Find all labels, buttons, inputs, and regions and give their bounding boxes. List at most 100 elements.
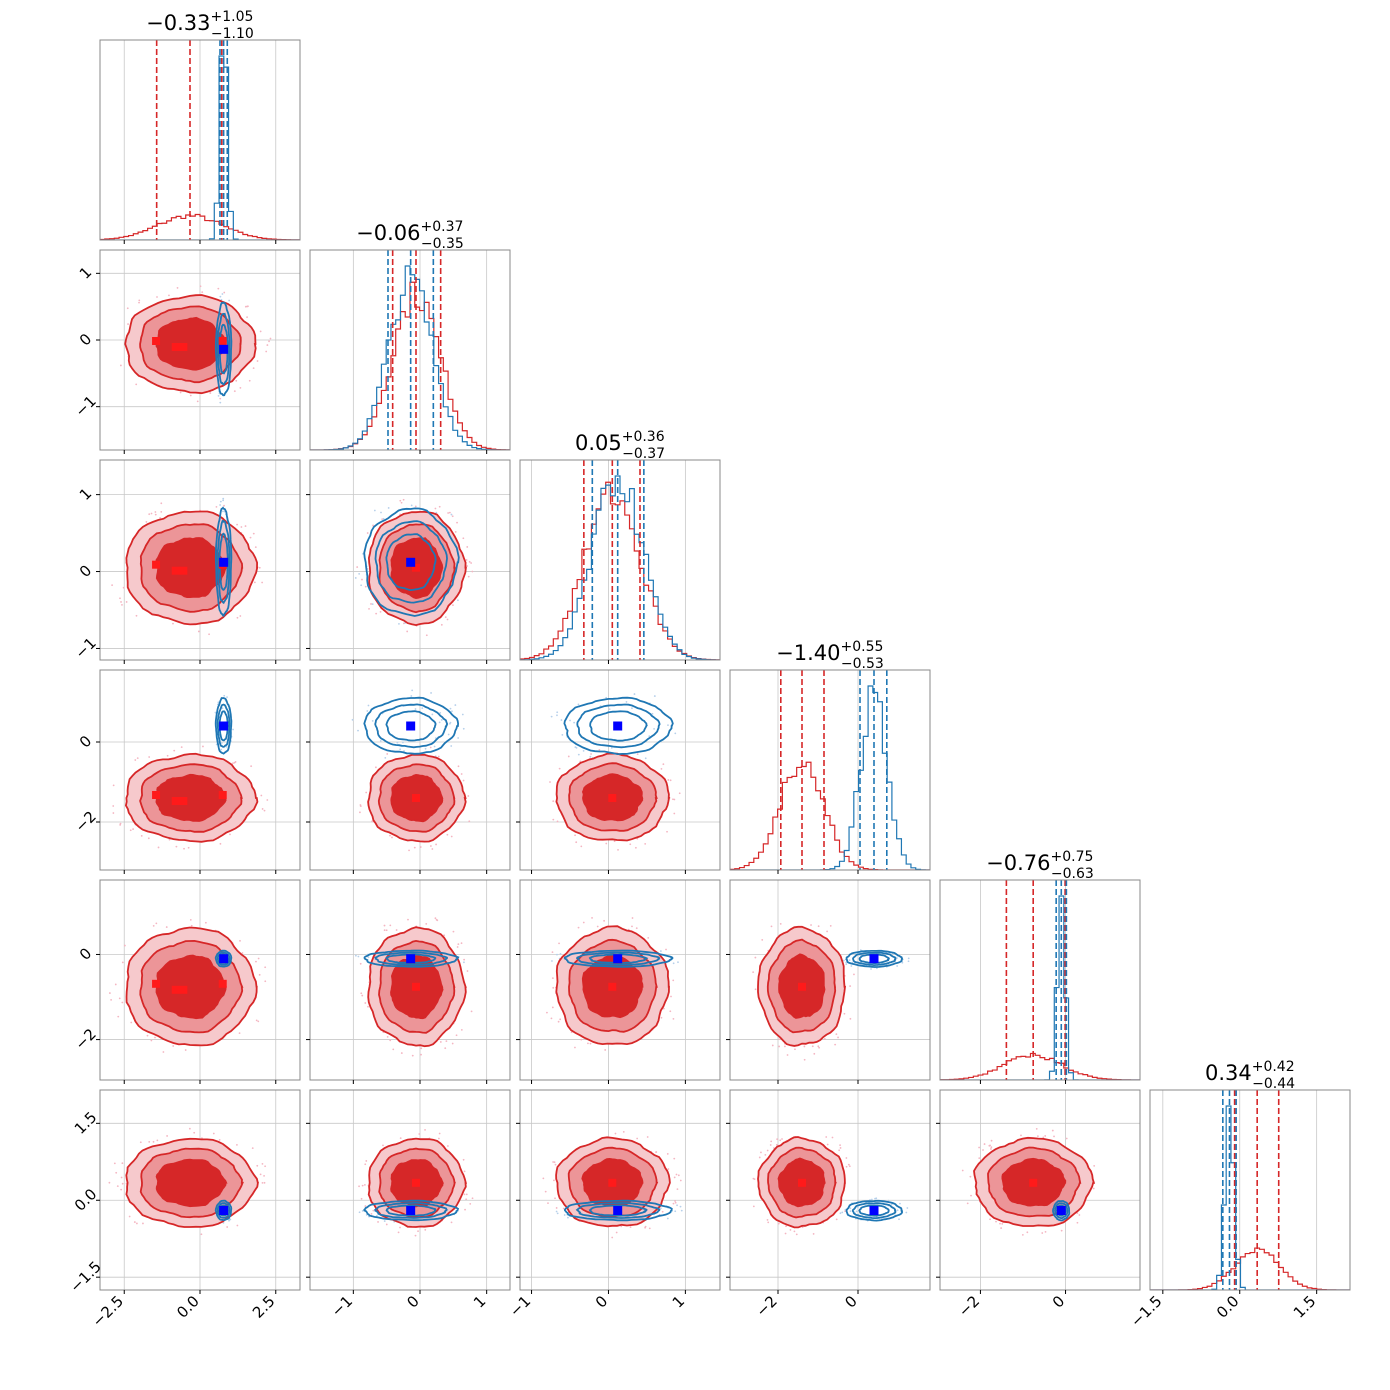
hist-secondary [940, 895, 1140, 1080]
sample-point-primary [112, 812, 115, 814]
sample-point-secondary [659, 950, 662, 952]
sample-point-primary [204, 921, 207, 924]
marker-primary [608, 794, 617, 802]
contour-secondary-inner [385, 1204, 437, 1217]
sample-point-primary [463, 1193, 466, 1196]
marker-primary [412, 982, 420, 991]
sample-point-secondary [563, 1214, 566, 1216]
sample-point-primary [544, 1190, 547, 1193]
sample-point-primary [754, 988, 757, 991]
sample-point-primary [142, 1222, 144, 1225]
sample-point-primary [389, 834, 391, 837]
sample-point-primary [259, 1173, 262, 1176]
sample-point-primary [249, 536, 252, 539]
sample-point-primary [795, 1233, 798, 1236]
sample-point-primary [546, 1011, 548, 1014]
sample-point-primary [1041, 1232, 1044, 1234]
sample-point-secondary [582, 749, 585, 752]
sample-point-primary [400, 501, 403, 504]
sample-point-primary [1035, 1127, 1038, 1130]
panel-5-2: −1 0 1 [506, 1089, 721, 1320]
y-tick-label: 1 [76, 485, 95, 504]
hist-primary [730, 761, 930, 870]
sample-point-primary [193, 1131, 196, 1134]
sample-point-primary [248, 379, 251, 382]
marker-primary [412, 563, 420, 572]
sample-point-primary [437, 755, 440, 758]
sample-point-primary [825, 1136, 828, 1138]
sample-point-primary [440, 623, 443, 626]
sample-point-primary [386, 753, 389, 755]
sample-point-secondary [357, 955, 360, 958]
sample-point-primary [269, 337, 272, 340]
sample-point-primary [238, 1032, 241, 1035]
sample-point-primary [471, 1197, 474, 1200]
sample-point-secondary [217, 395, 220, 397]
hist-secondary [730, 685, 930, 870]
y-tick-label: 1 [76, 263, 95, 282]
sample-point-primary [655, 1151, 658, 1153]
sample-point-primary [159, 516, 161, 519]
sample-point-secondary [610, 746, 613, 749]
sample-point-primary [152, 924, 155, 927]
panel-content [520, 670, 720, 870]
sample-point-primary [420, 1047, 423, 1050]
sample-point-primary [465, 1198, 468, 1201]
contour-primary-inner [155, 1158, 228, 1208]
sample-point-primary [165, 926, 168, 928]
sample-point-secondary [845, 963, 848, 966]
y-tick-label: 0 [76, 330, 95, 349]
sample-point-primary [753, 1178, 756, 1181]
sample-point-primary [554, 1163, 557, 1166]
sample-point-primary [438, 505, 441, 508]
sample-point-primary [823, 1037, 826, 1040]
sample-point-primary [361, 1184, 364, 1187]
sample-point-primary [463, 1170, 466, 1173]
sample-point-primary [370, 603, 372, 605]
x-tick-label: −2.5 [89, 1292, 127, 1330]
sample-point-primary [558, 767, 561, 770]
sample-point-primary [635, 927, 638, 930]
sample-point-primary [368, 607, 370, 610]
sample-point-primary [234, 760, 237, 763]
sample-point-primary [240, 526, 243, 528]
sample-point-secondary [435, 511, 438, 514]
sample-point-primary [1092, 1187, 1095, 1190]
sample-point-primary [677, 1174, 680, 1177]
sample-point-primary [679, 1179, 682, 1182]
sample-point-primary [849, 985, 852, 987]
sample-point-primary [229, 833, 231, 836]
sample-point-primary [467, 795, 470, 797]
sample-point-secondary [463, 961, 465, 964]
sample-point-primary [647, 936, 650, 939]
sample-point-primary [429, 845, 432, 847]
sample-point-primary [1001, 1222, 1004, 1225]
sample-point-primary [587, 1042, 589, 1045]
sample-point-primary [117, 1015, 120, 1018]
sample-point-primary [108, 992, 111, 994]
sample-point-primary [236, 616, 239, 619]
sample-point-primary [202, 745, 204, 748]
sample-point-primary [166, 754, 169, 757]
sample-point-primary [1065, 1137, 1068, 1140]
sample-point-primary [166, 1135, 169, 1137]
marker-primary [608, 982, 617, 991]
x-tick-label: 1 [669, 1292, 688, 1311]
marker-primary [1029, 1178, 1038, 1187]
sample-point-secondary [896, 965, 899, 967]
sample-point-primary [667, 1168, 670, 1170]
panel-frame [939, 879, 1141, 1081]
sample-point-primary [672, 1202, 675, 1205]
sample-point-primary [673, 798, 676, 801]
sample-point-primary [550, 1017, 553, 1020]
sample-point-primary [383, 924, 386, 927]
sample-point-primary [359, 811, 361, 814]
sample-point-primary [123, 944, 126, 947]
sample-point-primary [598, 749, 601, 751]
sample-point-primary [197, 630, 200, 633]
panel-5-1: −1 0 1 [306, 1089, 511, 1320]
x-tick-label: 0 [1049, 1292, 1068, 1311]
sample-point-secondary [855, 1210, 858, 1213]
sample-point-secondary [219, 504, 221, 506]
sample-point-secondary [567, 1216, 569, 1219]
